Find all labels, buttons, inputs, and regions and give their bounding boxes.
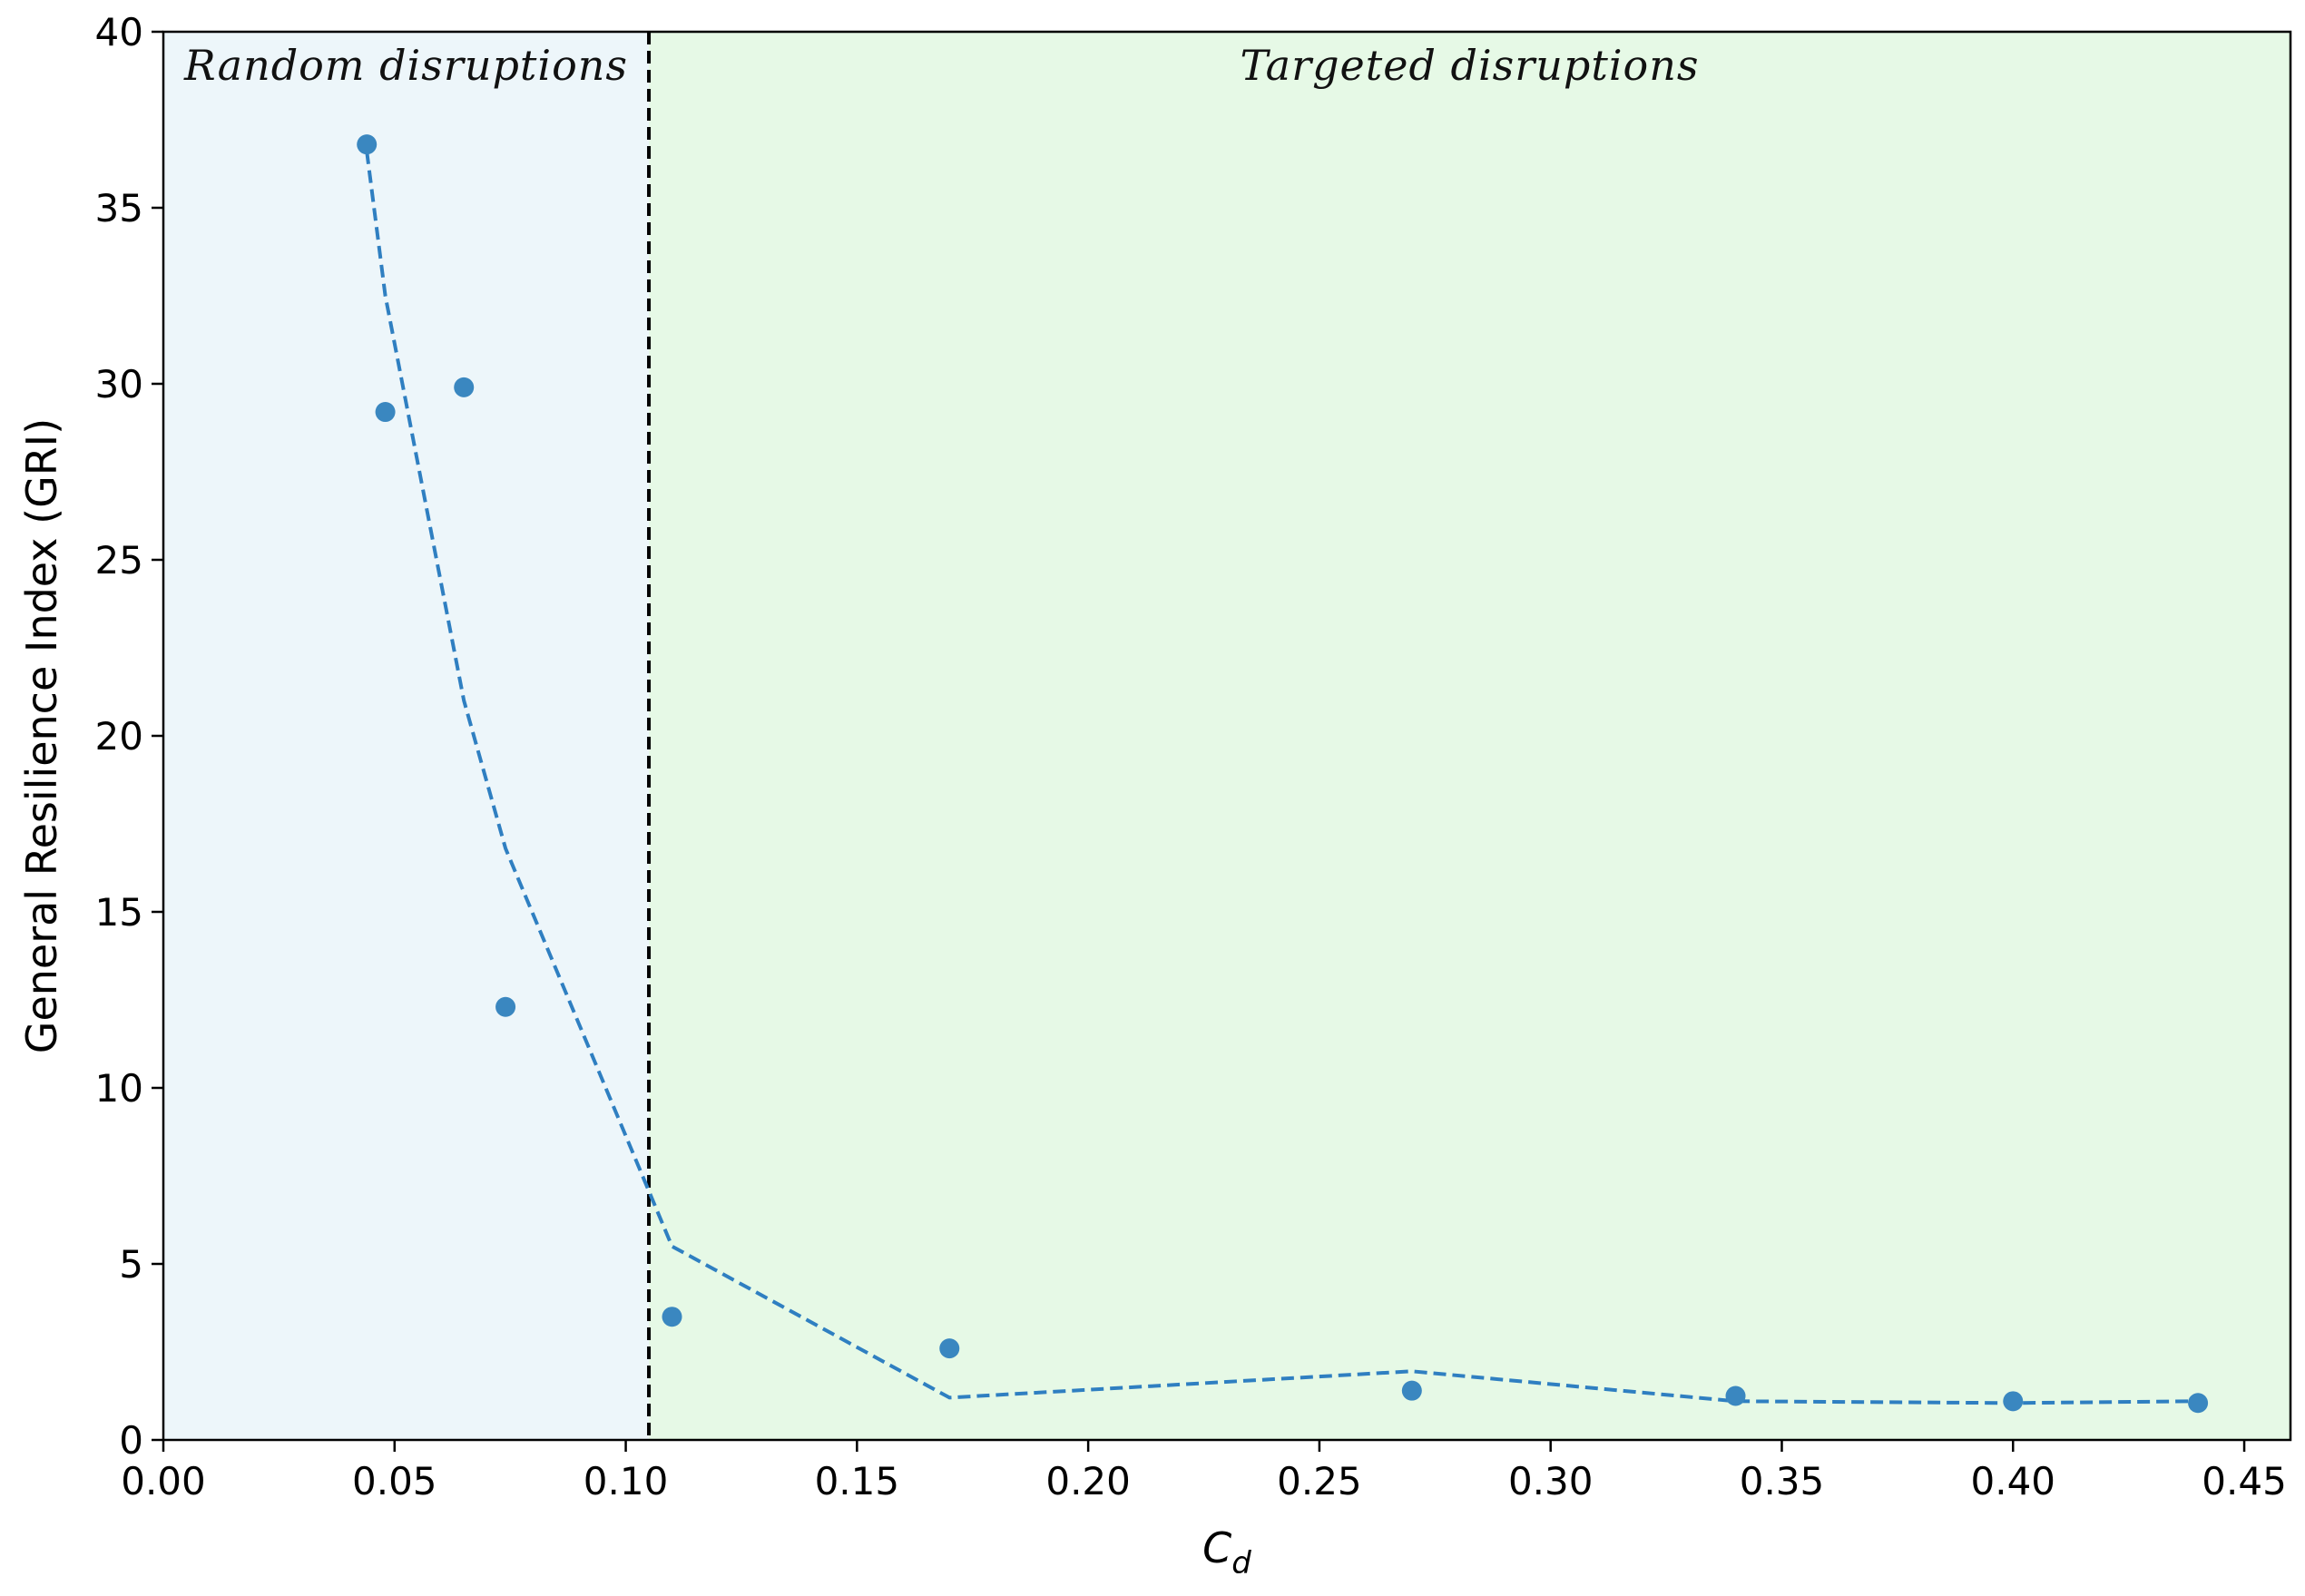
y-axis-title: General Resilience Index (GRI) [17,418,66,1053]
x-tick-label: 0.05 [352,1459,437,1503]
y-tick-label: 20 [95,714,143,759]
data-point [375,402,396,423]
y-tick-label: 0 [119,1418,143,1463]
x-tick-label: 0.35 [1740,1459,1825,1503]
data-point [2003,1391,2024,1412]
region-background-0 [163,32,650,1440]
data-point [357,134,378,155]
x-tick-label: 0.15 [815,1459,900,1503]
x-axis-title: Cd [1202,1523,1251,1581]
y-axis-ticks: 0 5 10 15 20 25 30 35 40 [95,10,163,1463]
data-point [662,1307,682,1327]
data-point [495,996,516,1017]
x-axis-title-subscript: d [1231,1545,1251,1581]
trend-line [365,151,2199,1405]
data-point [1725,1385,1746,1406]
x-tick-label: 0.00 [121,1459,206,1503]
y-tick-label: 15 [95,890,143,935]
x-tick-label: 0.20 [1045,1459,1131,1503]
region-label-0: Random disruptions [183,41,628,90]
x-tick-label: 0.10 [584,1459,669,1503]
y-tick-label: 30 [95,362,143,406]
region-labels: Random disruptions Targeted disruptions [183,41,1700,90]
x-tick-label: 0.45 [2202,1459,2287,1503]
data-point [1401,1380,1422,1401]
x-tick-label: 0.40 [1971,1459,2056,1503]
region-backgrounds [163,32,2290,1440]
x-axis-title-main: C [1202,1523,1231,1572]
region-label-1: Targeted disruptions [1241,41,1700,90]
y-tick-label: 40 [95,10,143,54]
x-tick-label: 0.30 [1508,1459,1594,1503]
y-tick-label: 10 [95,1066,143,1111]
data-points [357,134,2209,1414]
y-tick-label: 35 [95,186,143,230]
data-point [2188,1393,2209,1414]
data-point [454,377,475,397]
region-background-1 [649,32,2290,1440]
data-point [939,1338,960,1359]
y-tick-label: 25 [95,538,143,583]
x-tick-label: 0.25 [1277,1459,1362,1503]
x-axis-ticks: 0.00 0.05 0.10 0.15 0.20 0.25 0.30 0.35 0.40 0.45 [121,1440,2287,1503]
y-tick-label: 5 [119,1242,143,1287]
